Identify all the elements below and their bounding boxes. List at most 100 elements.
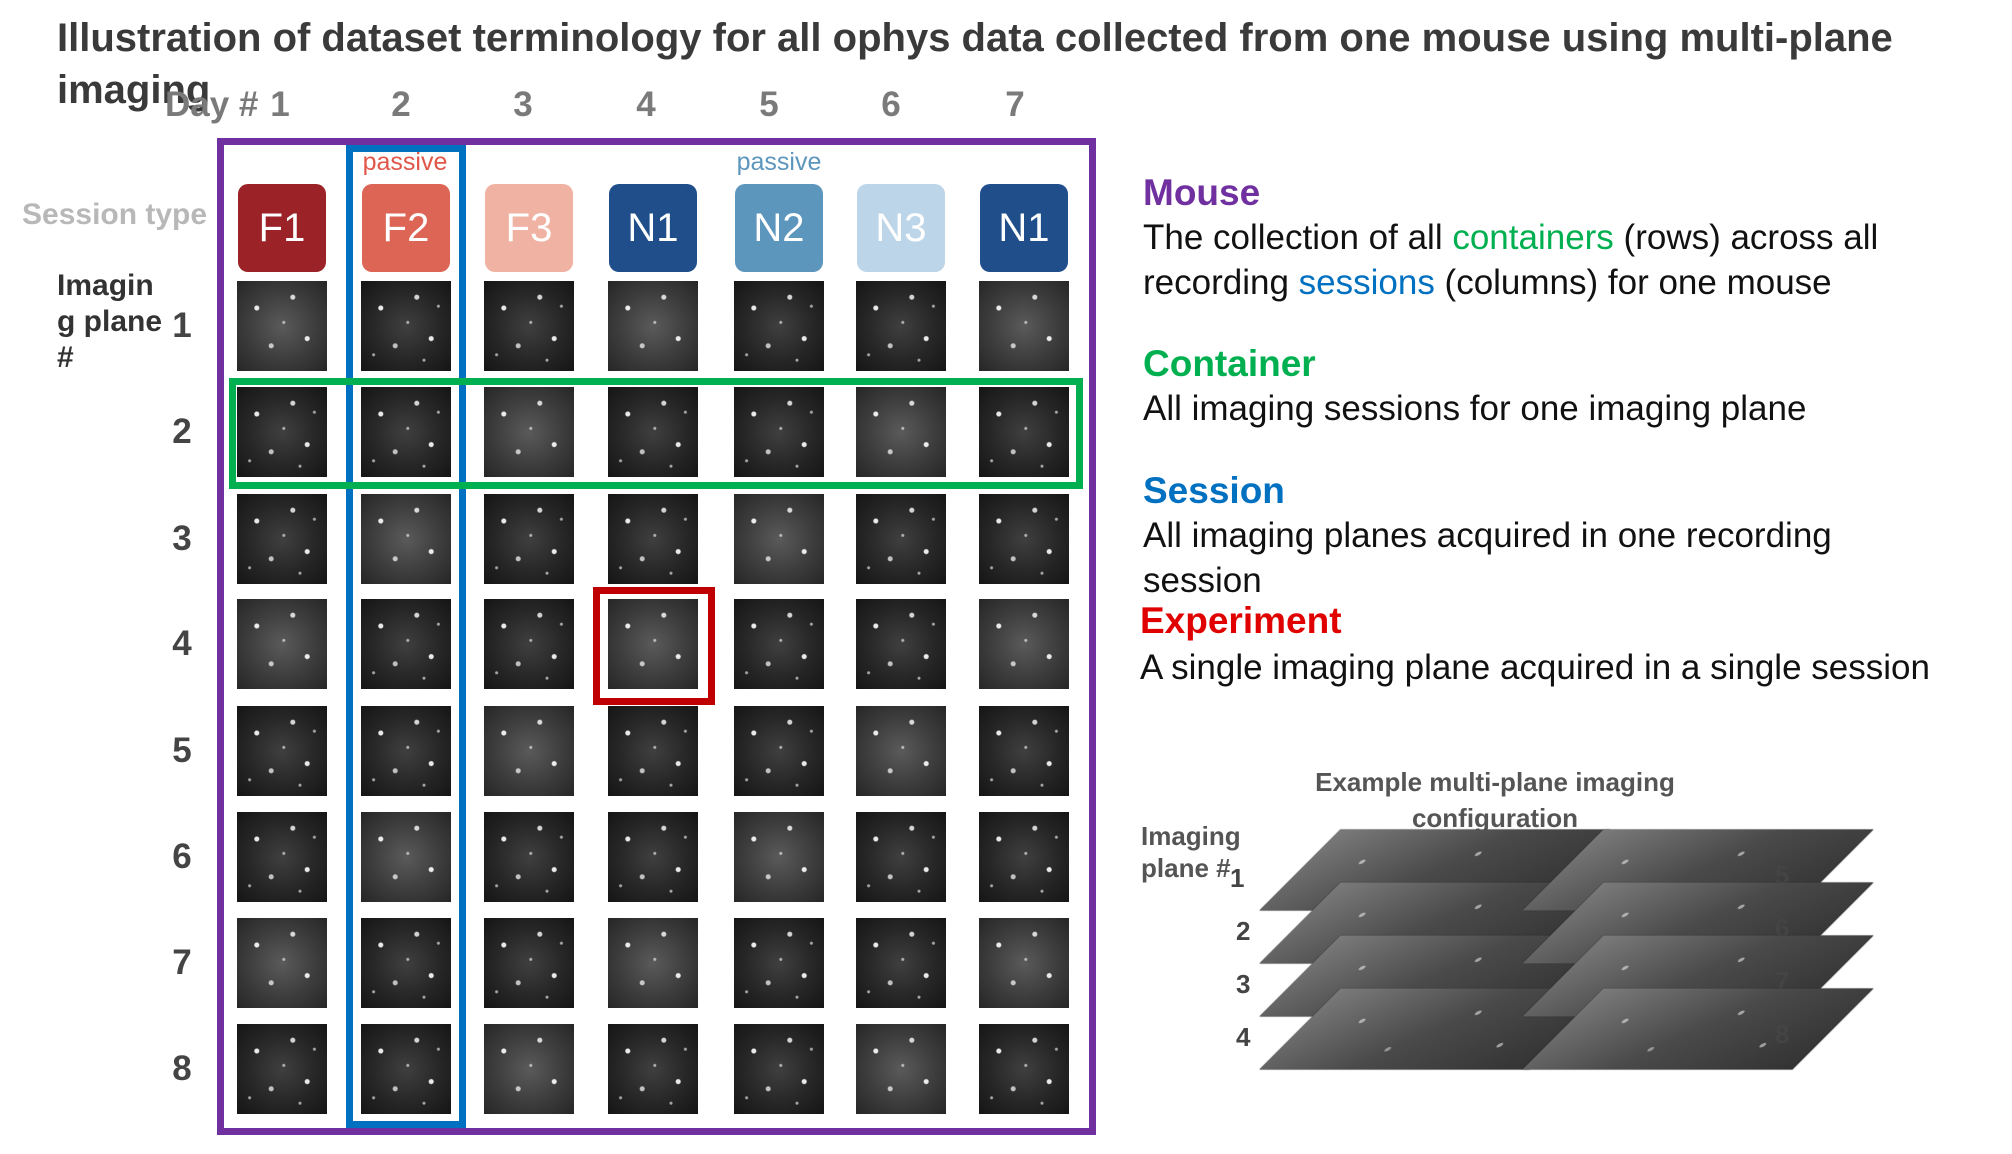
day-number: 5 <box>759 85 779 124</box>
containers-word: containers <box>1452 218 1614 257</box>
imaging-plane-cell <box>361 281 451 371</box>
imaging-plane-cell <box>979 281 1069 371</box>
imaging-plane-cell <box>734 706 824 796</box>
mouse-def-post: (columns) for one mouse <box>1434 263 1832 302</box>
imaging-plane-cell <box>484 918 574 1008</box>
imaging-plane-cell <box>734 812 824 902</box>
imaging-plane-cell <box>856 812 946 902</box>
example-plane-number: 2 <box>1236 916 1251 946</box>
example-plane-label: Imaging plane # <box>1141 821 1241 883</box>
day-number: 4 <box>636 85 656 124</box>
imaging-plane-cell <box>734 494 824 584</box>
imaging-plane-cell <box>484 812 574 902</box>
sessions-word: sessions <box>1298 263 1435 302</box>
imaging-plane-cell <box>979 918 1069 1008</box>
day-number: 7 <box>1005 85 1025 124</box>
example-plane-left <box>1259 984 1611 1074</box>
imaging-plane-cell <box>484 706 574 796</box>
plane-number: 6 <box>172 837 192 876</box>
mouse-def-pre: The collection of all <box>1143 218 1453 257</box>
plane-number: 5 <box>172 731 192 770</box>
imaging-plane-cell <box>608 387 698 477</box>
imaging-plane-cell <box>237 387 327 477</box>
imaging-plane-cell <box>979 706 1069 796</box>
example-plane-number: 8 <box>1775 1019 1790 1049</box>
plane-number: 8 <box>172 1049 192 1088</box>
container-term: Container <box>1143 343 1316 384</box>
imaging-plane-cell <box>608 918 698 1008</box>
imaging-plane-cell <box>237 706 327 796</box>
imaging-plane-cell <box>856 1024 946 1114</box>
imaging-plane-cell <box>608 706 698 796</box>
imaging-plane-cell <box>856 281 946 371</box>
session-tile: N3 <box>857 184 945 272</box>
imaging-plane-cell <box>484 387 574 477</box>
imaging-plane-cell <box>608 1024 698 1114</box>
imaging-plane-cell <box>856 599 946 689</box>
imaging-plane-cell <box>237 918 327 1008</box>
session-box <box>346 145 466 1128</box>
imaging-plane-cell <box>484 599 574 689</box>
mouse-definition: The collection of all containers (rows) … <box>1143 215 1943 305</box>
day-label: Day # <box>165 85 259 124</box>
imaging-plane-cell <box>484 1024 574 1114</box>
imaging-plane-cell <box>237 494 327 584</box>
session-type-label: Session type <box>22 198 208 231</box>
imaging-plane-cell <box>237 1024 327 1114</box>
imaging-plane-cell <box>608 281 698 371</box>
experiment-box <box>593 587 715 705</box>
imaging-plane-cell <box>361 494 451 584</box>
imaging-plane-cell <box>361 812 451 902</box>
session-tile: N1 <box>980 184 1068 272</box>
session-tile: N2 <box>735 184 823 272</box>
session-tile: F3 <box>485 184 573 272</box>
plane-number: 1 <box>172 306 192 345</box>
page-title: Illustration of dataset terminology for … <box>57 16 1893 112</box>
session-tile: F2 <box>362 184 450 272</box>
imaging-plane-cell <box>856 494 946 584</box>
imaging-plane-cell <box>734 599 824 689</box>
imaging-plane-cell <box>237 281 327 371</box>
imaging-plane-cell <box>856 706 946 796</box>
mouse-box <box>217 138 1096 1135</box>
imaging-plane-cell <box>979 599 1069 689</box>
plane-number: 7 <box>172 943 192 982</box>
example-plane-number: 4 <box>1236 1022 1251 1052</box>
imaging-plane-cell <box>979 387 1069 477</box>
day-number: 2 <box>391 85 411 124</box>
imaging-plane-cell <box>734 1024 824 1114</box>
plane-number: 4 <box>172 624 192 663</box>
mouse-term: Mouse <box>1143 172 1261 213</box>
imaging-plane-cell <box>361 1024 451 1114</box>
imaging-plane-cell <box>608 494 698 584</box>
container-definition: All imaging sessions for one imaging pla… <box>1143 389 1807 428</box>
day-number: 6 <box>881 85 901 124</box>
imaging-plane-cell <box>361 706 451 796</box>
plane-number: 3 <box>172 519 192 558</box>
example-title: Example multi-plane imaging configuratio… <box>1315 767 1675 833</box>
session-tile: F1 <box>238 184 326 272</box>
example-plane-number: 1 <box>1230 863 1245 893</box>
imaging-plane-cell <box>608 812 698 902</box>
imaging-plane-cell <box>361 918 451 1008</box>
imaging-plane-cell <box>979 812 1069 902</box>
imaging-plane-cell <box>856 387 946 477</box>
session-definition: All imaging planes acquired in one recor… <box>1143 516 1832 600</box>
imaging-plane-cell <box>361 599 451 689</box>
imaging-plane-cell <box>484 494 574 584</box>
experiment-definition: A single imaging plane acquired in a sin… <box>1140 648 1930 687</box>
session-term: Session <box>1143 470 1285 511</box>
imaging-plane-cell <box>734 281 824 371</box>
imaging-plane-cell <box>734 387 824 477</box>
mouse-def-mid: (rows) across all recording <box>1143 218 1879 302</box>
plane-image <box>1522 988 1874 1070</box>
day-number: 1 <box>270 85 290 124</box>
passive-label: passive <box>736 148 822 176</box>
imaging-plane-cell <box>237 599 327 689</box>
imaging-plane-cell <box>237 812 327 902</box>
session-tile: N1 <box>609 184 697 272</box>
imaging-plane-cell <box>734 918 824 1008</box>
day-number: 3 <box>513 85 533 124</box>
imaging-plane-cell <box>856 918 946 1008</box>
imaging-plane-cell <box>484 281 574 371</box>
